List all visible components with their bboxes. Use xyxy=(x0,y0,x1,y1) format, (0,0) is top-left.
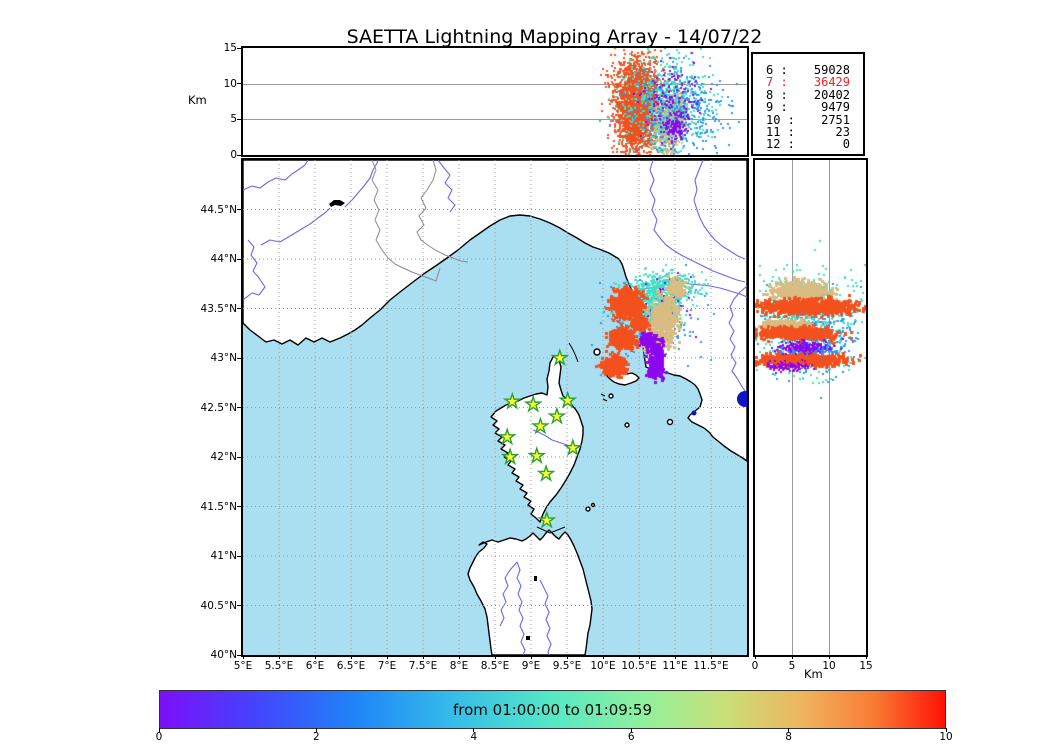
right-alt-tick: 10 xyxy=(822,660,836,672)
lon-tick: 10°E xyxy=(590,660,616,672)
stat-row: 7 :36429 xyxy=(766,75,850,90)
tick-mark xyxy=(630,728,632,732)
lat-tick: 40.5°N xyxy=(200,599,237,612)
tick-mark xyxy=(158,728,160,732)
stat-row: 11 :23 xyxy=(766,125,850,140)
altitude-longitude-scatter xyxy=(243,48,747,155)
lat-tick: 43.5°N xyxy=(200,302,237,315)
stat-row: 9 :9479 xyxy=(766,100,850,115)
tick-mark xyxy=(237,506,241,507)
tick-mark xyxy=(386,655,388,659)
lat-tick: 44°N xyxy=(210,253,237,265)
tick-mark xyxy=(237,357,241,359)
altitude-longitude-panel xyxy=(241,46,749,157)
colorbar: from 01:00:00 to 01:09:59 xyxy=(159,690,946,729)
lon-tick: 5°E xyxy=(233,660,253,672)
stats-rows: 6 :59028 7 :36429 8 :20402 9 :9479 10 :2751 1… xyxy=(753,54,863,151)
stat-row: 6 :59028 xyxy=(766,63,850,77)
colorbar-label: from 01:00:00 to 01:09:59 xyxy=(452,700,652,719)
lon-tick: 7°E xyxy=(377,660,397,672)
tick-mark xyxy=(237,209,241,210)
tick-mark xyxy=(237,308,241,309)
tick-mark xyxy=(674,655,676,659)
stat-row: 12 :0 xyxy=(766,137,850,152)
tick-mark xyxy=(945,728,947,732)
cbar-tick: 2 xyxy=(313,731,320,743)
lon-tick: 8.5°E xyxy=(480,660,510,672)
source-count-stats-box: 6 :59028 7 :36429 8 :20402 9 :9479 10 :2751 1… xyxy=(751,52,865,156)
tick-mark xyxy=(237,118,241,120)
lon-tick: 11.5°E xyxy=(693,660,729,672)
tick-mark xyxy=(494,655,496,659)
right-panel-xlabel: Km xyxy=(804,667,823,681)
tick-mark xyxy=(602,655,604,659)
cbar-tick: 0 xyxy=(155,731,163,743)
cbar-tick: 8 xyxy=(785,731,792,743)
altitude-latitude-panel xyxy=(753,158,868,657)
lon-tick: 9°E xyxy=(521,660,541,672)
tick-mark xyxy=(865,655,867,659)
right-alt-tick: 0 xyxy=(751,660,759,672)
top-alt-tick: 10 xyxy=(223,77,237,90)
tick-mark xyxy=(828,655,830,659)
tick-mark xyxy=(638,655,640,659)
right-alt-tick: 15 xyxy=(859,660,873,672)
lon-tick: 7.5°E xyxy=(408,660,438,672)
tick-mark xyxy=(315,728,317,732)
tick-mark xyxy=(788,728,790,732)
top-alt-tick: 0 xyxy=(230,149,237,161)
cbar-tick: 6 xyxy=(627,731,635,743)
lat-tick: 44.5°N xyxy=(200,203,237,216)
lat-tick: 41°N xyxy=(210,550,237,562)
tick-mark xyxy=(278,655,280,659)
lat-tick: 42.5°N xyxy=(200,401,237,414)
lon-tick: 9.5°E xyxy=(552,660,582,672)
stat-row: 10 :2751 xyxy=(766,112,850,127)
top-alt-tick: 15 xyxy=(223,42,237,54)
tick-mark xyxy=(237,47,241,49)
top-panel-ylabel: Km xyxy=(188,93,207,107)
lon-tick: 6.5°E xyxy=(336,660,366,672)
tick-mark xyxy=(237,605,241,606)
cbar-tick: 10 xyxy=(939,731,953,743)
tick-mark xyxy=(458,655,460,659)
tick-mark xyxy=(237,654,241,656)
tick-mark xyxy=(237,258,241,260)
altitude-latitude-scatter xyxy=(755,160,866,655)
tick-mark xyxy=(237,407,241,408)
tick-mark xyxy=(237,555,241,557)
tick-mark xyxy=(754,655,756,659)
lat-tick: 42°N xyxy=(210,451,237,463)
tick-mark xyxy=(237,83,241,85)
tick-mark xyxy=(422,655,424,659)
lon-tick: 5.5°E xyxy=(264,660,294,672)
stat-row: 8 :20402 xyxy=(766,87,850,102)
right-alt-tick: 5 xyxy=(788,660,796,672)
tick-mark xyxy=(314,655,316,659)
tick-mark xyxy=(473,728,475,732)
tick-mark xyxy=(566,655,568,659)
lon-tick: 6°E xyxy=(305,660,325,672)
lon-tick: 11°E xyxy=(662,660,688,672)
map-scatter xyxy=(243,160,747,655)
cbar-tick: 4 xyxy=(470,731,478,743)
lon-tick: 8°E xyxy=(449,660,469,672)
lat-tick: 43°N xyxy=(210,352,237,364)
tick-mark xyxy=(791,655,793,659)
lon-tick: 10.5°E xyxy=(621,660,657,672)
figure-title: SAETTA Lightning Mapping Array - 14/07/2… xyxy=(346,26,763,48)
lat-tick: 40°N xyxy=(210,649,237,661)
lat-tick: 41.5°N xyxy=(200,500,237,513)
tick-mark xyxy=(710,655,712,659)
tick-mark xyxy=(242,655,244,659)
top-alt-tick: 5 xyxy=(230,113,237,126)
tick-mark xyxy=(237,456,241,458)
map-panel xyxy=(241,158,749,657)
tick-mark xyxy=(350,655,352,659)
tick-mark xyxy=(530,655,532,659)
tick-mark xyxy=(237,154,241,156)
